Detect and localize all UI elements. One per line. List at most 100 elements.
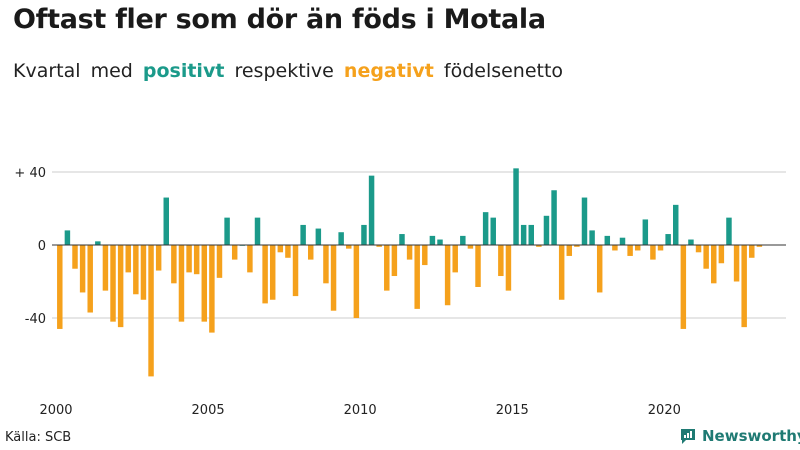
bar <box>155 245 162 271</box>
bar <box>627 245 633 256</box>
bar <box>665 234 671 245</box>
bar <box>269 245 276 300</box>
gridlines <box>52 171 786 319</box>
x-tick-label: 2000 <box>39 403 72 418</box>
bar <box>467 245 474 249</box>
bar <box>117 245 124 328</box>
bar <box>733 245 740 282</box>
bar <box>330 245 337 311</box>
x-tick-label: 2005 <box>192 403 225 418</box>
bar <box>444 245 451 306</box>
bar <box>292 245 299 297</box>
bar <box>551 190 557 245</box>
bar <box>399 234 405 245</box>
subtitle-positive-label: positivt <box>142 60 225 82</box>
bar <box>703 245 709 269</box>
bar <box>642 219 649 245</box>
bar <box>79 245 86 293</box>
x-tick-label: 2020 <box>648 403 681 418</box>
bar <box>688 239 694 245</box>
bar <box>216 245 223 278</box>
bar <box>323 245 329 284</box>
bar <box>429 235 436 246</box>
bar <box>186 245 192 273</box>
bar <box>262 245 268 304</box>
y-tick-label: 0 <box>38 239 46 254</box>
bar <box>437 239 443 245</box>
bar <box>95 241 101 245</box>
bar <box>536 245 542 247</box>
bar <box>619 237 626 245</box>
bar <box>650 245 656 260</box>
bar <box>718 245 725 264</box>
bar <box>756 245 763 247</box>
newsworthy-logo: Newsworthy <box>679 427 800 445</box>
bar <box>57 245 63 329</box>
bar <box>64 230 71 245</box>
brand-name: Newsworthy <box>702 427 800 445</box>
bar <box>528 224 534 245</box>
bar <box>695 245 702 253</box>
bar <box>558 245 565 300</box>
bar <box>505 245 512 291</box>
bar <box>209 245 215 333</box>
bar <box>254 217 261 246</box>
bar <box>300 224 306 245</box>
bar <box>368 175 375 245</box>
x-tick-label: 2015 <box>496 403 529 418</box>
bars <box>57 168 763 377</box>
bar <box>125 245 131 273</box>
bar <box>277 245 284 253</box>
bar <box>589 230 595 245</box>
bar <box>475 245 481 287</box>
chart-subtitle: Kvartal med positivt respektive negativt… <box>13 60 563 82</box>
newsworthy-logo-icon <box>681 429 695 444</box>
bar <box>247 245 253 273</box>
bar <box>657 245 664 251</box>
subtitle-negative-label: negativt <box>343 60 434 82</box>
bar <box>163 197 169 245</box>
bar <box>741 245 747 328</box>
bar <box>72 245 78 269</box>
bar <box>634 245 641 251</box>
bar <box>110 245 116 322</box>
bar <box>566 245 573 256</box>
bar <box>285 245 291 258</box>
y-tick-label: + 40 <box>14 166 46 181</box>
subtitle-text-respectively: respektive <box>234 60 334 82</box>
bar <box>460 235 466 246</box>
axes: + 40 0 -40 2000 2005 2010 2015 2020 <box>14 166 786 418</box>
bar <box>178 245 185 322</box>
bar <box>414 245 420 309</box>
subtitle-text-birth-surplus: födelsenetto <box>443 60 564 82</box>
bar <box>596 245 603 293</box>
bar <box>315 228 322 245</box>
bar <box>749 245 755 258</box>
bar <box>133 245 139 295</box>
bar <box>680 245 687 329</box>
y-tick-label: -40 <box>25 312 46 327</box>
bar <box>543 215 550 245</box>
bar <box>406 245 413 260</box>
bar <box>574 245 580 247</box>
bar <box>102 245 109 291</box>
bar <box>346 245 352 249</box>
bar <box>604 235 611 246</box>
bar <box>171 245 177 284</box>
bar <box>520 224 527 245</box>
bar <box>513 168 519 245</box>
bar <box>498 245 504 277</box>
bar <box>338 232 344 245</box>
bar <box>711 245 717 284</box>
bar <box>201 245 208 322</box>
bar <box>376 245 382 247</box>
bar <box>673 204 679 245</box>
bar <box>193 245 200 275</box>
bar <box>452 245 458 273</box>
bar <box>422 245 428 266</box>
subtitle-text-quarters: Kvartal med <box>13 60 133 82</box>
bar <box>391 245 398 277</box>
x-tick-label: 2010 <box>344 403 377 418</box>
bar <box>490 217 496 246</box>
